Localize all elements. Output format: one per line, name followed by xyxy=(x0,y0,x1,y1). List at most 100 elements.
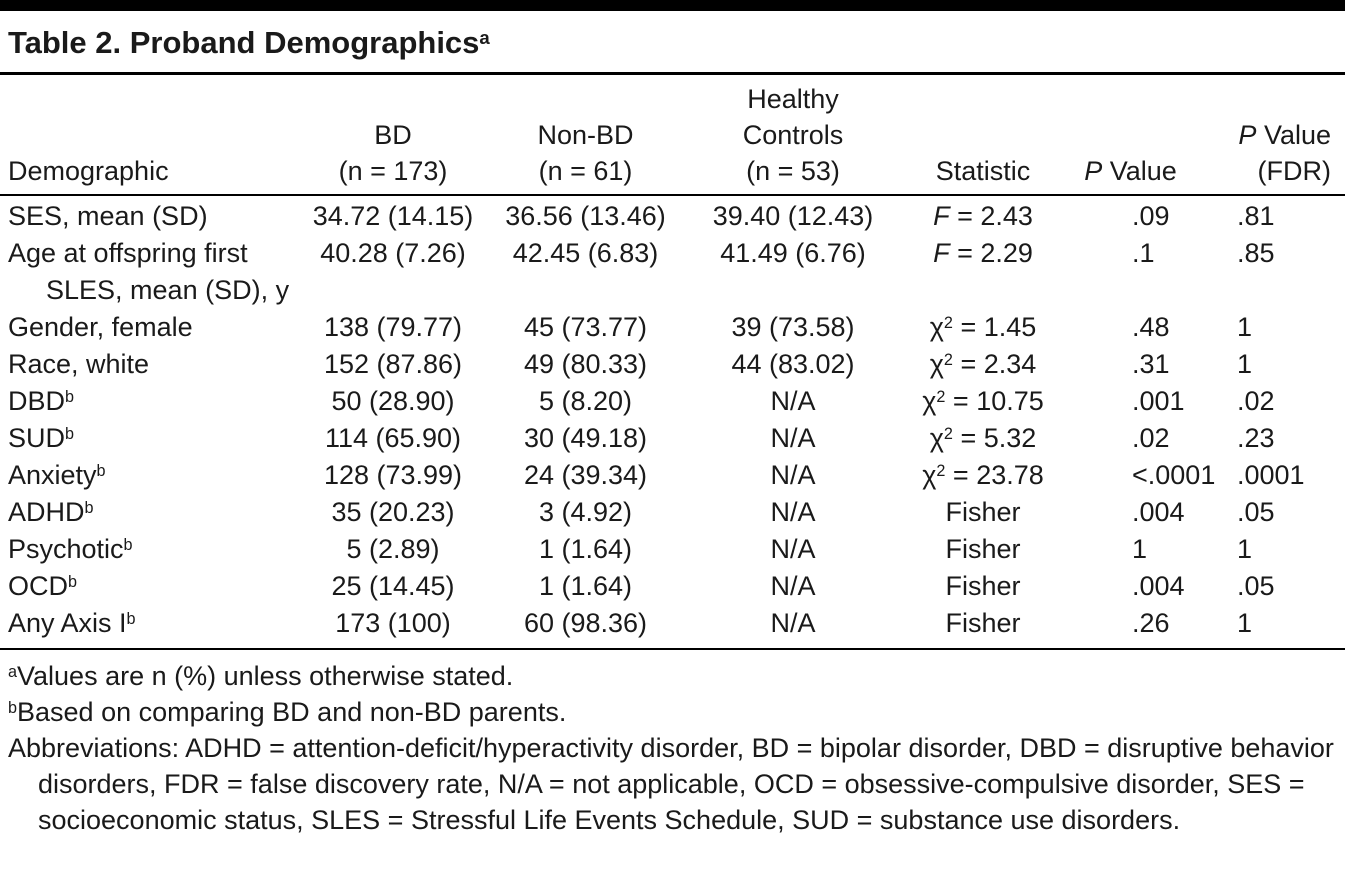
cell-p-value: .004 xyxy=(1132,497,1185,527)
cell-statistic: F = 2.43 xyxy=(898,198,1068,235)
column-header-healthy-controls: Healthy Controls (n = 53) xyxy=(688,81,898,189)
demographic-line1: SES, mean (SD) xyxy=(8,201,208,231)
table-row: Any Axis Ib 173 (100) 60 (98.36) N/A Fis… xyxy=(8,605,1337,642)
statistic-symbol: χ xyxy=(929,349,944,379)
cell-demographic: DBDb xyxy=(8,383,303,420)
statistic-value: Fisher xyxy=(945,497,1021,527)
column-header-p-value-label: P Value xyxy=(1068,153,1193,189)
column-header-healthy-controls-line2: Controls xyxy=(742,120,844,150)
header-divider-rule xyxy=(0,194,1345,196)
demographic-line1: DBDb xyxy=(8,386,74,416)
cell-demographic: Age at offspring first SLES, mean (SD), … xyxy=(8,235,303,309)
column-header-healthy-controls-line1: Healthy xyxy=(747,84,839,114)
cell-healthy-controls-value: N/A xyxy=(770,608,816,638)
cell-p-value: .001 xyxy=(1132,386,1185,416)
cell-healthy-controls-value: N/A xyxy=(770,460,816,490)
p-value-italic-p: P xyxy=(1084,156,1103,186)
cell-statistic: F = 2.29 xyxy=(898,235,1068,309)
cell-p-value-fdr: 1 xyxy=(1237,534,1253,564)
demographic-line1: ADHDb xyxy=(8,497,94,527)
cell-p-value-fdr: .0001 xyxy=(1237,460,1305,490)
statistic-superscript: 2 xyxy=(943,350,953,369)
table-row: SES, mean (SD) 34.72 (14.15) 36.56 (13.4… xyxy=(8,198,1337,235)
cell-p-value-fdr: .02 xyxy=(1237,386,1275,416)
cell-healthy-controls-value: N/A xyxy=(770,386,816,416)
demographic-label: OCD xyxy=(8,571,68,601)
demographic-label: Age at offspring first xyxy=(8,238,248,268)
cell-non-bd-value: 30 (49.18) xyxy=(523,423,648,453)
table-row: Gender, female 138 (79.77) 45 (73.77) 39… xyxy=(8,309,1337,346)
statistic-value: = 1.45 xyxy=(952,312,1037,342)
cell-non-bd-value: 60 (98.36) xyxy=(523,608,648,638)
cell-bd-value: 34.72 (14.15) xyxy=(312,201,474,231)
table-title-superscript: a xyxy=(479,26,490,48)
demographic-superscript: b xyxy=(123,535,133,554)
footnote-a-text: Values are n (%) unless otherwise stated… xyxy=(17,661,514,691)
statistic-symbol: χ xyxy=(922,460,937,490)
p-value-rest: Value xyxy=(1102,156,1177,186)
table-row: Psychoticb 5 (2.89) 1 (1.64) N/A Fisher … xyxy=(8,531,1337,568)
demographic-label: SUD xyxy=(8,423,66,453)
demographic-superscript: b xyxy=(68,572,78,591)
cell-demographic: Psychoticb xyxy=(8,531,303,568)
cell-p-value: <.0001 xyxy=(1132,460,1216,490)
statistic-superscript: 2 xyxy=(936,387,946,406)
column-header-demographic-label: Demographic xyxy=(8,156,169,186)
demographic-label: SES, mean (SD) xyxy=(8,201,208,231)
cell-demographic: Gender, female xyxy=(8,309,303,346)
cell-statistic: Fisher xyxy=(898,531,1068,568)
cell-non-bd-value: 24 (39.34) xyxy=(523,460,648,490)
cell-non-bd-value: 1 (1.64) xyxy=(538,534,633,564)
column-header-healthy-controls-line3: (n = 53) xyxy=(746,156,840,186)
cell-non-bd-value: 3 (4.92) xyxy=(538,497,633,527)
cell-statistic: χ2 = 2.34 xyxy=(898,346,1068,383)
p-value-fdr-rest: Value xyxy=(1256,120,1331,150)
statistic-symbol: χ xyxy=(929,423,944,453)
cell-healthy-controls-value: N/A xyxy=(770,497,816,527)
footnote-b-marker: b xyxy=(8,698,18,717)
table-footnotes: aValues are n (%) unless otherwise state… xyxy=(8,650,1337,838)
demographic-superscript: b xyxy=(126,609,136,628)
footnote-b-text: Based on comparing BD and non-BD parents… xyxy=(17,697,567,727)
demographic-label: ADHD xyxy=(8,497,85,527)
column-header-statistic-label: Statistic xyxy=(935,156,1031,186)
cell-p-value: .31 xyxy=(1132,349,1170,379)
cell-bd-value: 114 (65.90) xyxy=(324,423,462,453)
statistic-value: = 23.78 xyxy=(945,460,1044,490)
demographic-line1: Gender, female xyxy=(8,312,193,342)
column-header-bd: BD (n = 173) xyxy=(303,117,483,189)
table-title-text: Table 2. Proband Demographics xyxy=(8,25,480,60)
cell-p-value: .48 xyxy=(1132,312,1170,342)
demographic-label: DBD xyxy=(8,386,66,416)
demographic-superscript: b xyxy=(65,424,75,443)
cell-bd-value: 25 (14.45) xyxy=(331,571,455,601)
cell-bd-value: 35 (20.23) xyxy=(331,497,455,527)
cell-p-value-fdr: .05 xyxy=(1237,497,1275,527)
cell-p-value: .09 xyxy=(1132,201,1170,231)
cell-p-value: .004 xyxy=(1132,571,1185,601)
footnote-abbreviations: Abbreviations: ADHD = attention-deficit/… xyxy=(8,730,1337,838)
cell-bd-value: 138 (79.77) xyxy=(323,312,463,342)
demographic-label: Anxiety xyxy=(8,460,97,490)
table-row: Race, white 152 (87.86) 49 (80.33) 44 (8… xyxy=(8,346,1337,383)
table-top-rule xyxy=(0,0,1345,11)
cell-bd-value: 152 (87.86) xyxy=(323,349,463,379)
footnote-b: bBased on comparing BD and non-BD parent… xyxy=(8,694,1337,730)
column-header-non-bd-line1: Non-BD xyxy=(537,120,634,150)
statistic-symbol: F xyxy=(933,201,950,231)
table-body: SES, mean (SD) 34.72 (14.15) 36.56 (13.4… xyxy=(8,196,1337,648)
cell-p-value-fdr: 1 xyxy=(1237,312,1253,342)
demographic-line1: Race, white xyxy=(8,349,149,379)
statistic-value: = 2.29 xyxy=(949,238,1033,268)
cell-statistic: χ2 = 1.45 xyxy=(898,309,1068,346)
cell-p-value-fdr: 1 xyxy=(1237,349,1253,379)
cell-statistic: Fisher xyxy=(898,568,1068,605)
statistic-value: Fisher xyxy=(945,608,1021,638)
demographic-label: Gender, female xyxy=(8,312,193,342)
demographic-line1: Psychoticb xyxy=(8,534,133,564)
statistic-symbol: χ xyxy=(929,312,944,342)
cell-non-bd-value: 42.45 (6.83) xyxy=(512,238,659,268)
statistic-value: = 2.43 xyxy=(949,201,1033,231)
table-title: Table 2. Proband Demographicsa xyxy=(8,11,1337,72)
demographic-superscript: b xyxy=(96,461,106,480)
